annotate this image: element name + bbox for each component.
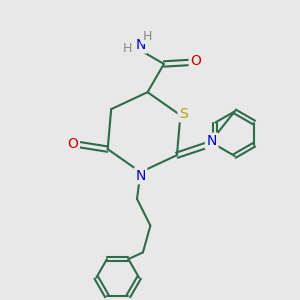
Text: N: N	[136, 38, 146, 52]
Text: N: N	[206, 134, 217, 148]
Text: S: S	[179, 107, 188, 121]
Text: H: H	[142, 29, 152, 43]
Text: N: N	[135, 169, 146, 183]
Text: O: O	[68, 137, 78, 151]
Text: O: O	[190, 54, 201, 68]
Text: H: H	[122, 42, 132, 55]
